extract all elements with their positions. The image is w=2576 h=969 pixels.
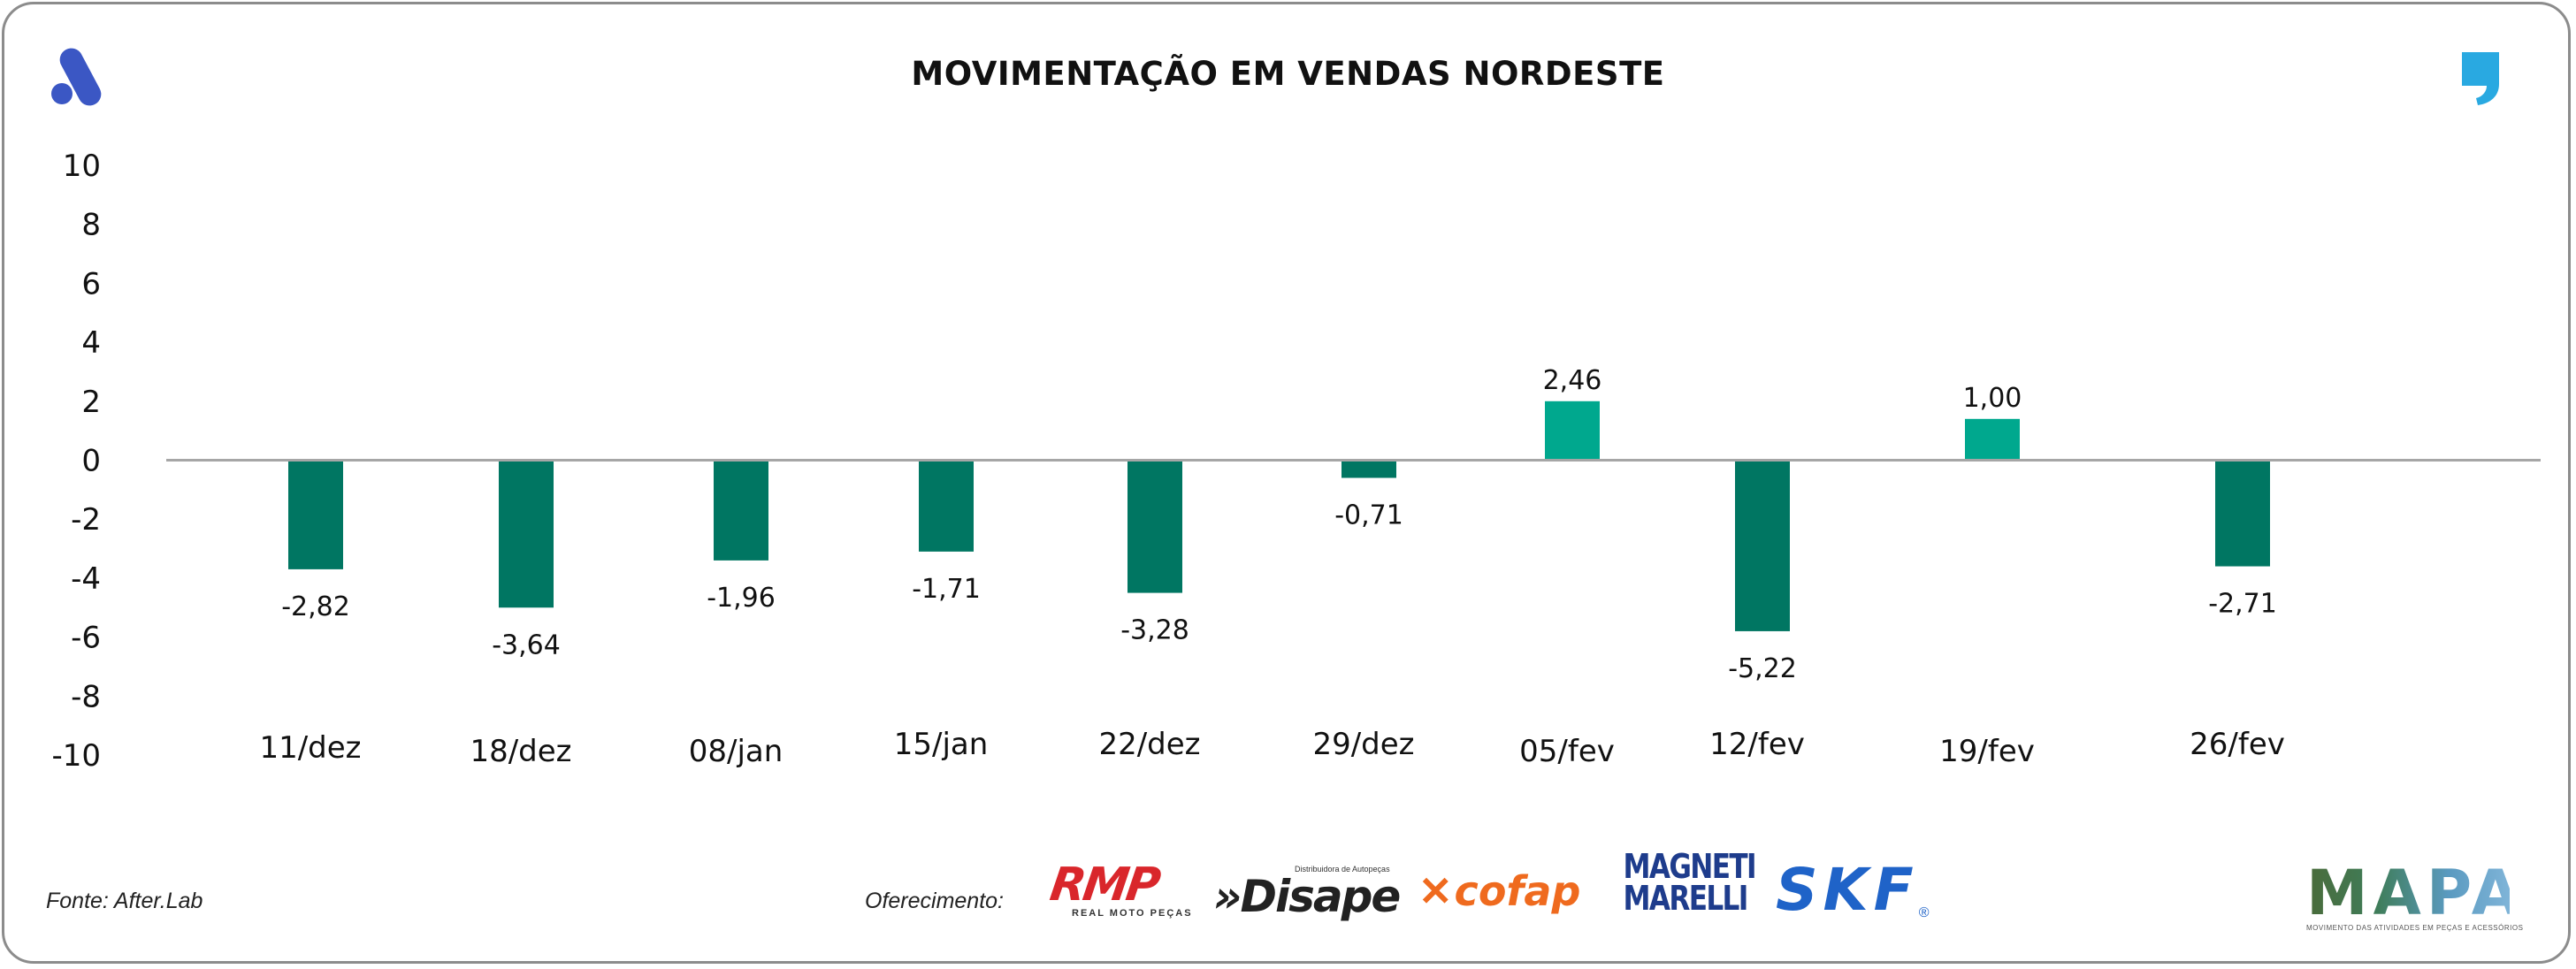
data-label: 1,00 — [1963, 383, 2022, 414]
bars-group — [288, 401, 2270, 631]
cofap-logo: ✕cofap — [1418, 866, 1580, 919]
disape-logo: Distribuidora de Autopeças »Disape — [1213, 865, 1401, 927]
skf-logo-text: SKF — [1776, 856, 1919, 924]
rmp-logo-text: RMP — [1046, 858, 1162, 912]
x-tick-label: 11/dez — [259, 730, 361, 766]
data-label: -5,22 — [1728, 653, 1797, 684]
mapa-logo: MAPA MOVIMENTO DAS ATIVIDADES EM PEÇAS E… — [2306, 857, 2525, 933]
y-tick-label: 4 — [81, 325, 101, 361]
y-tick-label: 0 — [81, 444, 101, 479]
brand-logo-icon — [51, 48, 102, 106]
y-tick-label: 6 — [81, 266, 101, 301]
data-label: -2,71 — [2208, 589, 2277, 620]
x-tick-label: 08/jan — [689, 734, 784, 769]
x-tick-label: 26/fev — [2190, 727, 2285, 762]
y-axis: 10 8 6 4 2 0 -2 -4 -6 -8 -10 — [51, 149, 101, 774]
y-tick-label: -2 — [71, 502, 101, 538]
y-tick-label: 2 — [81, 385, 101, 420]
magneti-logo-line2: MARELLI — [1623, 879, 1749, 918]
y-tick-label: -6 — [71, 621, 101, 656]
cofap-logo-text: cofap — [1454, 867, 1581, 915]
bar — [919, 460, 974, 552]
data-label: 2,46 — [1543, 365, 1602, 396]
data-labels-group: -2,82 -3,64 -1,96 -1,71 -3,28 -0,71 2,46 -5,22 1… — [281, 365, 2277, 684]
data-label: -0,71 — [1334, 500, 1403, 531]
quote-mark-icon — [2462, 52, 2499, 105]
bar — [2215, 460, 2270, 567]
magneti-logo-line1: MAGNETI — [1623, 847, 1757, 886]
bar — [1965, 418, 2020, 461]
magneti-marelli-logo: MAGNETI MARELLI — [1611, 847, 1757, 921]
x-tick-label: 19/fev — [1939, 734, 2035, 769]
source-note: Fonte: After.Lab — [46, 889, 203, 913]
x-tick-label: 22/dez — [1098, 727, 1200, 762]
cofap-mark-icon: ✕ — [1418, 868, 1453, 914]
x-tick-label: 05/fev — [1519, 734, 1615, 769]
x-tick-label: 15/jan — [894, 727, 989, 762]
disape-logo-subtitle: Distribuidora de Autopeças — [1295, 865, 1390, 874]
bar — [1735, 460, 1790, 631]
y-tick-label: -8 — [71, 679, 101, 714]
x-tick-label: 18/dez — [470, 734, 571, 769]
chart-title: MOVIMENTAÇÃO EM VENDAS NORDESTE — [911, 55, 1665, 93]
sponsor-label: Oferecimento: — [865, 889, 1005, 913]
data-label: -3,28 — [1120, 615, 1189, 646]
rmp-logo: RMP REAL MOTO PEÇAS — [1047, 858, 1193, 924]
data-label: -2,82 — [281, 591, 350, 622]
skf-registered-mark: ® — [1918, 905, 1930, 920]
x-tick-label: 29/dez — [1312, 727, 1414, 762]
x-tick-label: 12/fev — [1709, 727, 1805, 762]
bar — [499, 460, 554, 608]
y-tick-label: 10 — [63, 149, 101, 184]
data-label: -1,96 — [707, 583, 776, 614]
data-label: -3,64 — [492, 629, 561, 660]
skf-logo: SKF® — [1776, 859, 1930, 921]
disape-logo-text: »Disape — [1213, 871, 1401, 922]
bar — [288, 460, 343, 569]
data-label: -1,71 — [912, 574, 981, 605]
bar — [1342, 460, 1396, 478]
y-tick-label: 8 — [81, 208, 101, 243]
bar — [1127, 460, 1182, 593]
bar — [714, 460, 768, 561]
mapa-logo-subtitle: MOVIMENTO DAS ATIVIDADES EM PEÇAS E ACES… — [2306, 924, 2524, 932]
bar — [1545, 401, 1600, 461]
y-tick-label: -10 — [51, 738, 101, 774]
rmp-logo-subtitle: REAL MOTO PEÇAS — [1072, 908, 1193, 919]
y-tick-label: -4 — [71, 561, 101, 597]
mapa-logo-text: MAPA — [2306, 857, 2525, 929]
x-axis-labels: 11/dez 18/dez 08/jan 15/jan 22/dez 29/dez 05/f… — [259, 727, 2284, 769]
